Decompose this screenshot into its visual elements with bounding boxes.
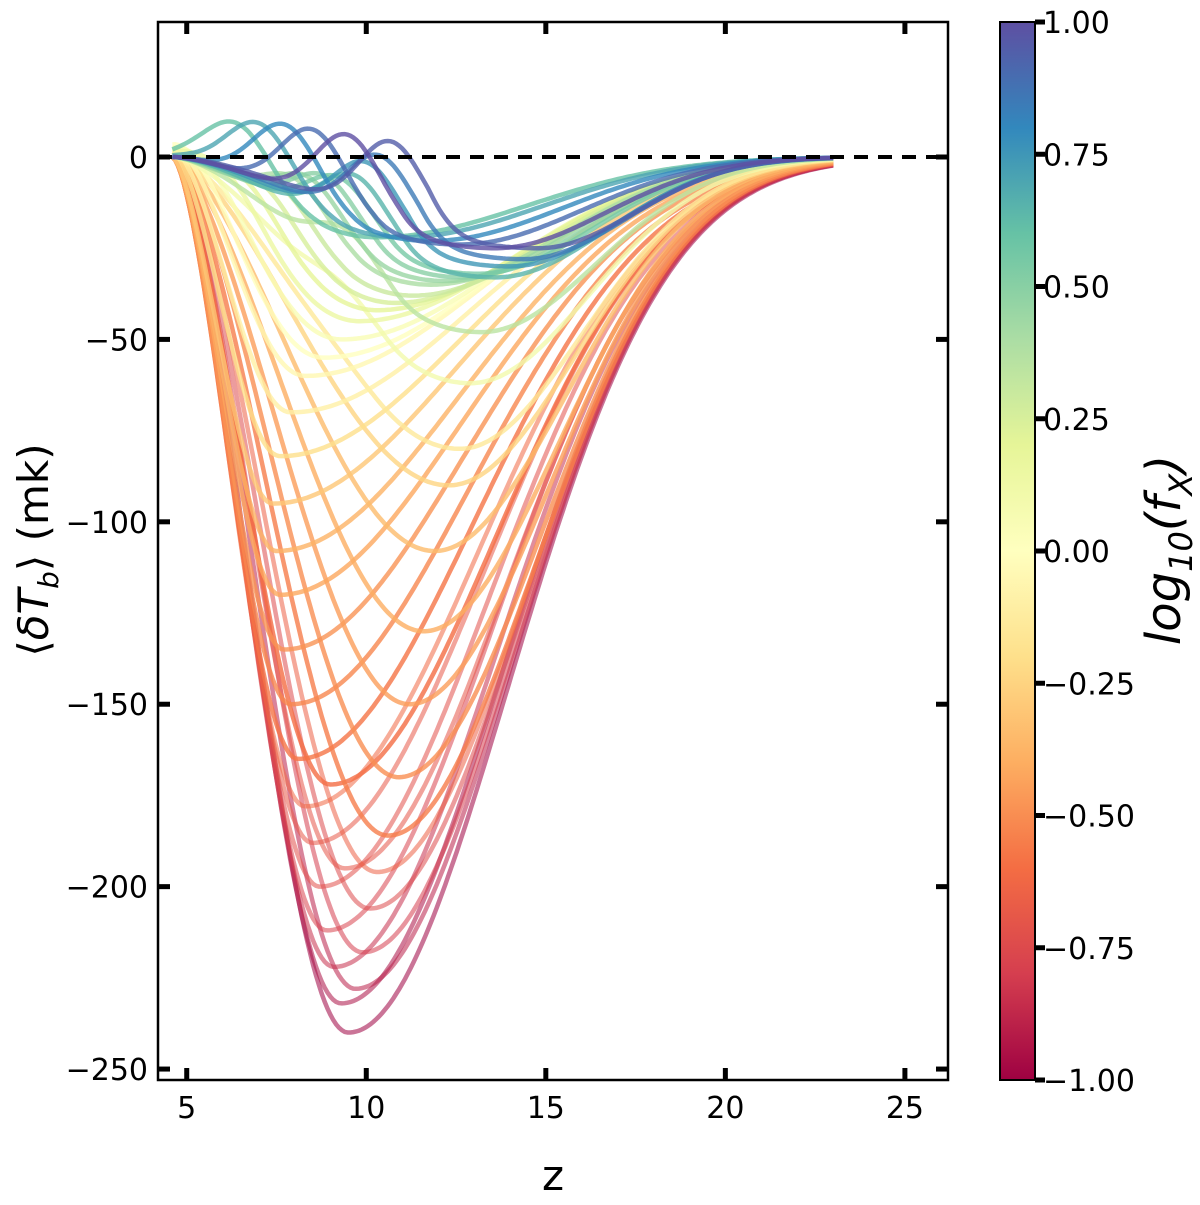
colorbar — [999, 21, 1036, 1081]
curve-line — [172, 126, 834, 247]
curve-line — [172, 154, 834, 386]
y-label-delta: δT — [9, 586, 58, 641]
x-axis-ticks: 5 10 15 20 25 — [177, 22, 924, 1126]
colorbar-tick-label: 1.00 — [1043, 6, 1110, 41]
cb-label-log: log — [1136, 572, 1192, 645]
cb-label-close: ) — [1136, 455, 1192, 477]
y-label-close: ⟩ (mk) — [9, 443, 58, 571]
plot-frame — [156, 20, 950, 1082]
y-label-open: ⟨ — [9, 640, 58, 656]
x-tick-label: 10 — [347, 1091, 385, 1126]
colorbar-tick-label: 0.50 — [1043, 271, 1110, 306]
y-tick-label: −250 — [66, 1053, 148, 1088]
y-tick-label: 0 — [129, 141, 148, 176]
colorbar-tick-label: 0.75 — [1043, 138, 1110, 173]
colorbar-label: log10(fX) — [1136, 455, 1200, 645]
cb-label-sub10: 10 — [1162, 531, 1200, 572]
colorbar-tick-label: −0.75 — [1043, 932, 1135, 967]
cb-label-subX: X — [1162, 473, 1200, 498]
y-tick-label: −50 — [85, 323, 148, 358]
y-tick-label: −200 — [66, 871, 148, 906]
x-axis-label: z — [542, 1151, 564, 1200]
colorbar-tick-label: −0.50 — [1043, 800, 1135, 835]
x-tick-label: 20 — [706, 1091, 744, 1126]
colorbar-tick-label: 0.00 — [1043, 535, 1110, 570]
colorbar-tick-label: −1.00 — [1043, 1064, 1135, 1099]
y-tick-label: −100 — [66, 506, 148, 541]
y-axis-ticks: 0 −50 −100 −150 −200 −250 — [66, 141, 948, 1088]
x-tick-label: 15 — [527, 1091, 565, 1126]
y-axis-label: ⟨δTb⟩ (mk) — [9, 443, 65, 656]
x-tick-label: 5 — [177, 1091, 196, 1126]
curve-line — [171, 154, 834, 554]
colorbar-ticks: 1.00 0.75 0.50 0.25 0.00 −0.25 −0.50 −0.75 −1.00 — [1035, 6, 1135, 1099]
colorbar-tick-label: 0.25 — [1043, 403, 1110, 438]
colorbar-tick-label: −0.25 — [1043, 667, 1135, 702]
curve-line — [171, 154, 834, 634]
cb-label-arg: (f — [1136, 489, 1192, 531]
y-tick-label: −150 — [66, 688, 148, 723]
curve-line — [172, 154, 834, 452]
y-label-sub: b — [32, 571, 65, 589]
curve-line — [171, 154, 834, 707]
x-tick-label: 25 — [886, 1091, 924, 1126]
curve-line — [172, 131, 834, 251]
curves-group — [170, 119, 834, 1035]
curve-line — [172, 154, 834, 335]
